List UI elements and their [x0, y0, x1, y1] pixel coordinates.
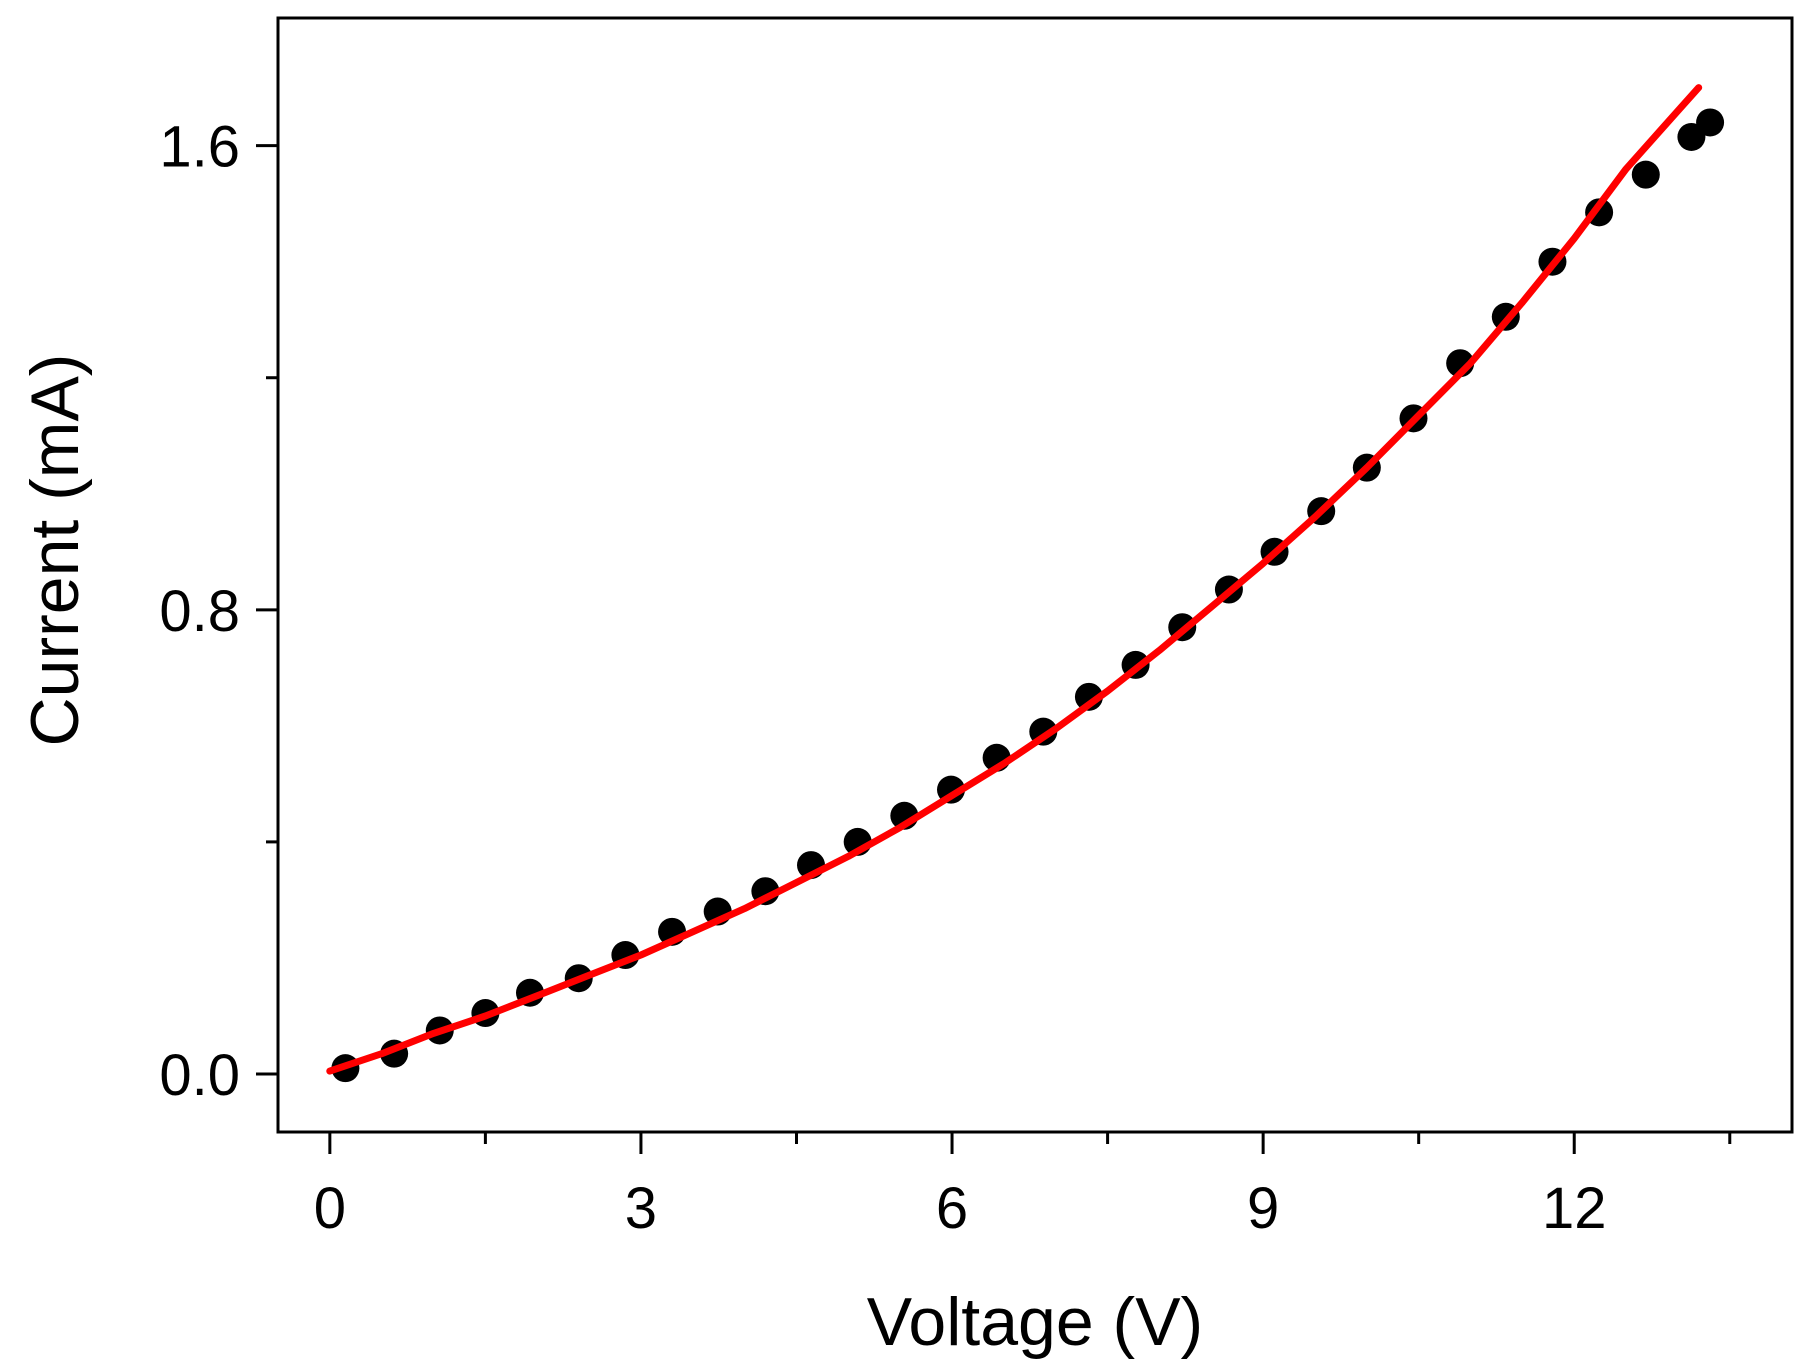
y-axis: 0.0 0.8 1.6 [159, 115, 278, 1108]
data-point [1631, 160, 1660, 189]
x-tick-label: 9 [1247, 1176, 1279, 1241]
fit-line [326, 84, 1703, 1075]
x-tick-label: 12 [1542, 1176, 1607, 1241]
data-point [1074, 682, 1103, 711]
data-point [1696, 108, 1725, 137]
x-axis: 0 3 6 9 12 [314, 1132, 1732, 1241]
x-tick-label: 3 [625, 1176, 657, 1241]
plot-frame [276, 16, 1794, 1134]
y-tick-label: 0.8 [159, 579, 240, 644]
y-axis-title: Current (mA) [17, 354, 93, 747]
x-axis-title: Voltage (V) [867, 1284, 1203, 1360]
x-tick-label: 0 [314, 1176, 346, 1241]
y-tick-label: 0.0 [159, 1043, 240, 1108]
x-tick-label: 6 [936, 1176, 968, 1241]
plot-area [276, 16, 1794, 1134]
y-tick-label: 1.6 [159, 115, 240, 180]
